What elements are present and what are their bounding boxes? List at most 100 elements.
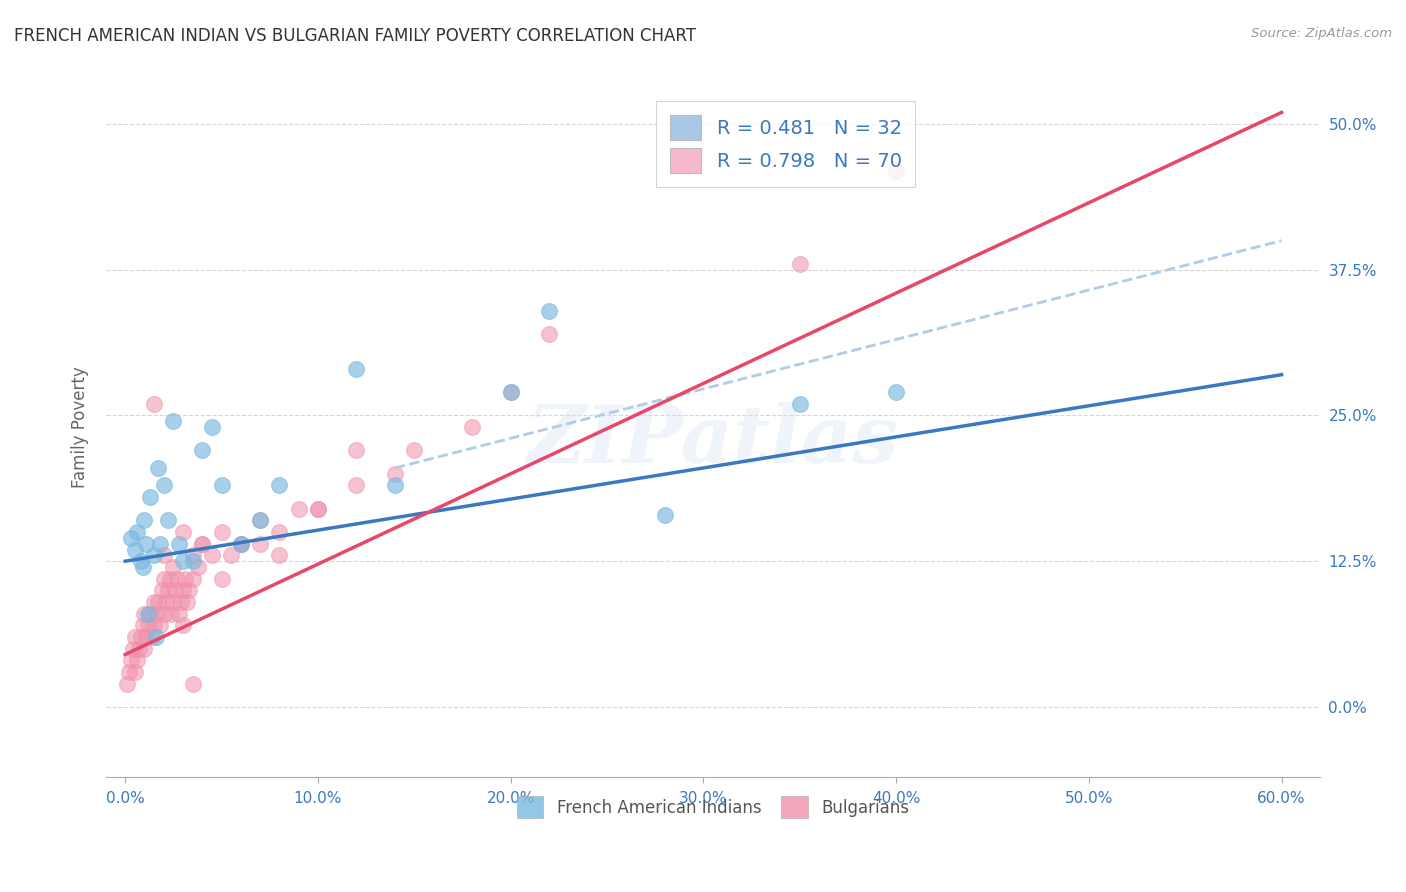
- Point: [499, 385, 522, 400]
- Point: [229, 537, 252, 551]
- Point: [249, 513, 271, 527]
- Point: [884, 163, 907, 178]
- Point: [122, 641, 145, 656]
- Point: [124, 630, 146, 644]
- Point: [149, 537, 172, 551]
- Point: [249, 537, 271, 551]
- Point: [174, 572, 197, 586]
- Point: [155, 595, 177, 609]
- Point: [124, 665, 146, 679]
- Point: [181, 676, 204, 690]
- Point: [124, 542, 146, 557]
- Point: [384, 467, 406, 481]
- Point: [160, 607, 183, 621]
- Point: [135, 630, 157, 644]
- Point: [118, 665, 141, 679]
- Text: Source: ZipAtlas.com: Source: ZipAtlas.com: [1251, 27, 1392, 40]
- Point: [135, 537, 157, 551]
- Point: [152, 572, 174, 586]
- Point: [120, 653, 142, 667]
- Point: [146, 461, 169, 475]
- Point: [125, 524, 148, 539]
- Point: [170, 595, 193, 609]
- Point: [134, 641, 156, 656]
- Point: [307, 501, 329, 516]
- Point: [181, 549, 204, 563]
- Point: [152, 549, 174, 563]
- Point: [166, 572, 188, 586]
- Point: [149, 618, 172, 632]
- Point: [346, 443, 368, 458]
- Point: [162, 560, 184, 574]
- Point: [152, 607, 174, 621]
- Point: [269, 549, 291, 563]
- Point: [156, 513, 179, 527]
- Point: [269, 524, 291, 539]
- Point: [150, 583, 173, 598]
- Point: [136, 607, 159, 621]
- Point: [143, 397, 166, 411]
- Point: [654, 508, 676, 522]
- Point: [143, 618, 166, 632]
- Point: [172, 554, 194, 568]
- Point: [211, 572, 233, 586]
- Point: [131, 560, 153, 574]
- Point: [159, 572, 181, 586]
- Point: [499, 385, 522, 400]
- Point: [131, 618, 153, 632]
- Point: [172, 524, 194, 539]
- Point: [146, 595, 169, 609]
- Point: [129, 630, 152, 644]
- Point: [167, 607, 190, 621]
- Point: [134, 513, 156, 527]
- Point: [211, 478, 233, 492]
- Point: [211, 524, 233, 539]
- Point: [181, 554, 204, 568]
- Point: [145, 607, 167, 621]
- Point: [884, 385, 907, 400]
- Point: [139, 490, 162, 504]
- Point: [201, 549, 224, 563]
- Point: [165, 583, 187, 598]
- Point: [152, 478, 174, 492]
- Legend: French American Indians, Bulgarians: French American Indians, Bulgarians: [510, 789, 915, 824]
- Text: ZIPatlas: ZIPatlas: [527, 402, 898, 480]
- Point: [176, 595, 198, 609]
- Point: [201, 420, 224, 434]
- Point: [461, 420, 484, 434]
- Point: [134, 607, 156, 621]
- Point: [191, 443, 214, 458]
- Point: [404, 443, 426, 458]
- Point: [141, 630, 163, 644]
- Point: [191, 537, 214, 551]
- Point: [307, 501, 329, 516]
- Point: [120, 531, 142, 545]
- Point: [139, 607, 162, 621]
- Text: FRENCH AMERICAN INDIAN VS BULGARIAN FAMILY POVERTY CORRELATION CHART: FRENCH AMERICAN INDIAN VS BULGARIAN FAMI…: [14, 27, 696, 45]
- Point: [162, 414, 184, 428]
- Point: [125, 653, 148, 667]
- Point: [789, 257, 811, 271]
- Point: [229, 537, 252, 551]
- Y-axis label: Family Poverty: Family Poverty: [72, 367, 89, 488]
- Point: [384, 478, 406, 492]
- Point: [346, 478, 368, 492]
- Point: [538, 326, 561, 341]
- Point: [143, 595, 166, 609]
- Point: [145, 630, 167, 644]
- Point: [187, 560, 209, 574]
- Point: [172, 583, 194, 598]
- Point: [115, 676, 138, 690]
- Point: [181, 572, 204, 586]
- Point: [172, 618, 194, 632]
- Point: [156, 583, 179, 598]
- Point: [128, 641, 150, 656]
- Point: [249, 513, 271, 527]
- Point: [287, 501, 309, 516]
- Point: [191, 537, 214, 551]
- Point: [162, 595, 184, 609]
- Point: [219, 549, 242, 563]
- Point: [143, 549, 166, 563]
- Point: [129, 554, 152, 568]
- Point: [538, 303, 561, 318]
